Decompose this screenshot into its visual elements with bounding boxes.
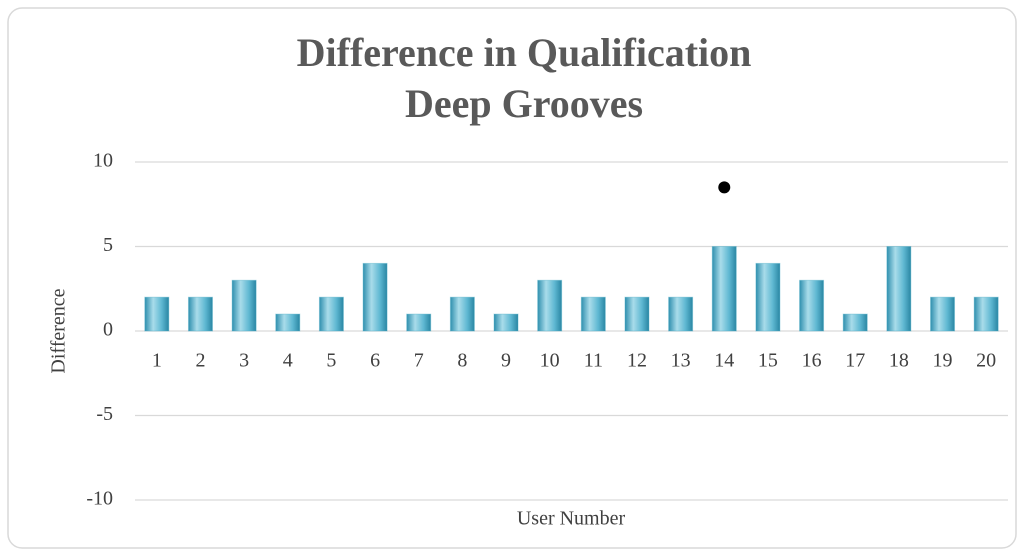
bar <box>449 296 475 332</box>
point <box>718 181 731 194</box>
chart-title: Difference in Qualification <box>297 30 752 75</box>
x-tick-label: 9 <box>501 350 511 372</box>
x-tick-label: 15 <box>758 350 778 372</box>
bar <box>886 246 912 332</box>
x-tick-label: 19 <box>933 350 953 372</box>
y-tick-label: 0 <box>103 319 113 341</box>
bar <box>275 313 301 332</box>
bar <box>930 296 956 332</box>
x-tick-label: 2 <box>195 350 205 372</box>
x-tick-label: 5 <box>326 350 336 372</box>
bar <box>231 279 257 332</box>
x-tick-label: 1 <box>152 350 162 372</box>
x-tick-label: 8 <box>457 350 467 372</box>
bar <box>580 296 606 332</box>
x-tick-label: 18 <box>889 350 909 372</box>
x-tick-label: 17 <box>845 350 865 372</box>
x-tick-label: 20 <box>976 350 996 372</box>
x-tick-label: 13 <box>671 350 691 372</box>
bar <box>406 313 432 332</box>
y-tick-label: 5 <box>103 234 113 256</box>
x-tick-label: 14 <box>714 350 734 372</box>
x-tick-label: 7 <box>414 350 424 372</box>
bar <box>668 296 694 332</box>
chart-title: Deep Grooves <box>405 81 643 126</box>
bar <box>842 313 868 332</box>
bar <box>624 296 650 332</box>
bar <box>973 296 999 332</box>
bar <box>711 246 737 332</box>
chart-border <box>7 7 1017 549</box>
bar <box>493 313 519 332</box>
y-tick-label: 10 <box>93 150 113 172</box>
x-tick-label: 10 <box>540 350 560 372</box>
bar <box>755 262 781 332</box>
x-tick-label: 4 <box>283 350 293 372</box>
x-tick-label: 6 <box>370 350 380 372</box>
x-tick-label: 16 <box>802 350 822 372</box>
bar <box>144 296 170 332</box>
bar <box>799 279 825 332</box>
y-tick-label: -10 <box>86 488 113 510</box>
bar <box>362 262 388 332</box>
x-tick-label: 11 <box>584 350 603 372</box>
x-tick-label: 3 <box>239 350 249 372</box>
y-tick-label: -5 <box>96 403 113 425</box>
y-axis-label: Difference <box>48 288 70 373</box>
bar <box>187 296 213 332</box>
x-axis-label: User Number <box>517 508 626 530</box>
bar <box>537 279 563 332</box>
x-tick-label: 12 <box>627 350 647 372</box>
bar <box>318 296 344 332</box>
